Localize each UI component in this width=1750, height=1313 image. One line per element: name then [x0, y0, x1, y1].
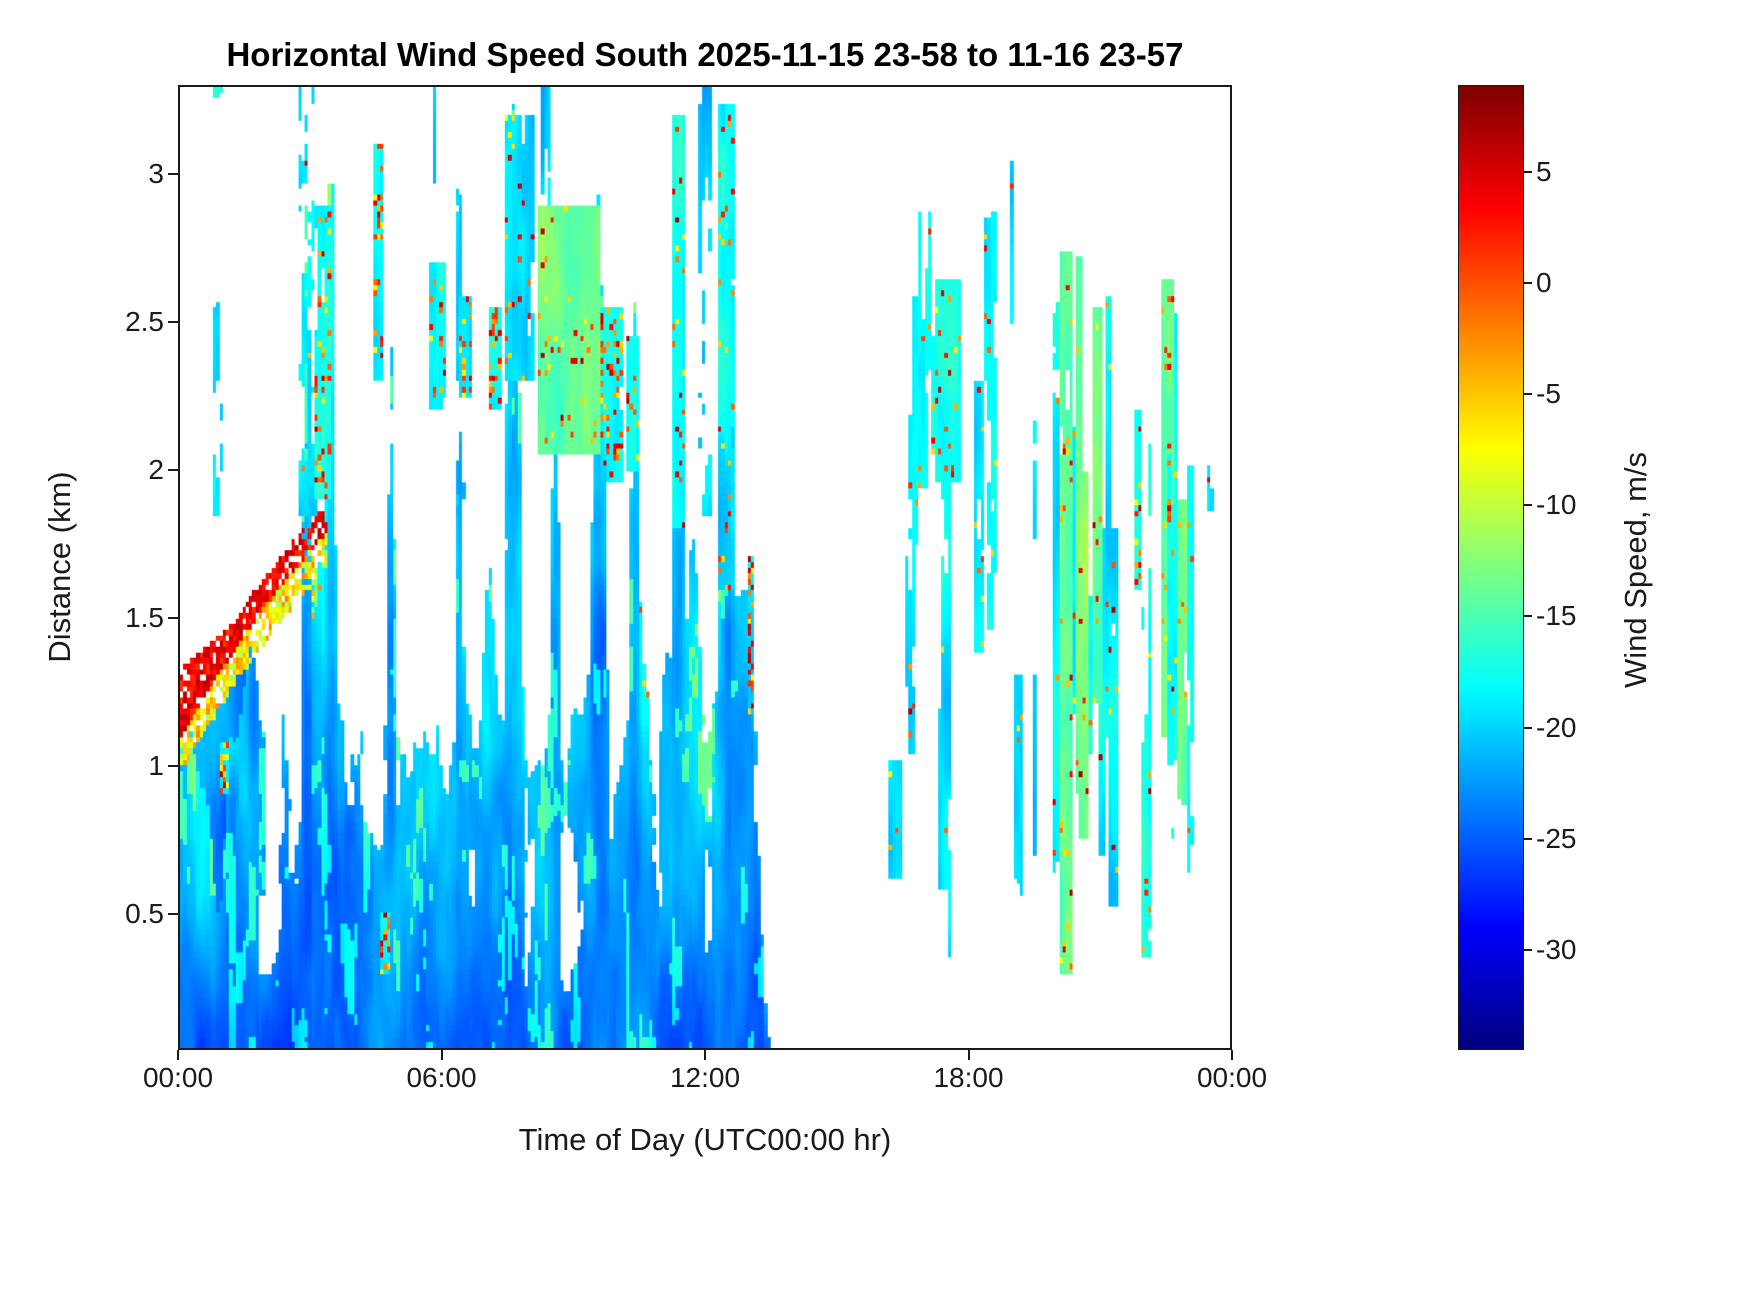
colorbar-tick-label: -10	[1536, 489, 1577, 521]
x-tick-mark	[177, 1050, 179, 1060]
x-tick-label: 00:00	[1196, 1062, 1268, 1093]
chart-title: Horizontal Wind Speed South 2025-11-15 2…	[226, 36, 1184, 73]
colorbar-tick-label: -30	[1536, 933, 1577, 965]
x-tick-mark	[440, 1050, 443, 1060]
colorbar-tick-label: -20	[1536, 711, 1577, 743]
y-tick-label: 2.5	[125, 305, 164, 337]
colorbar-tick-label: -25	[1536, 822, 1577, 854]
x-axis-label: Time of Day (UTC00:00 hr)	[518, 1122, 892, 1157]
x-tick-label: 00:00	[142, 1062, 214, 1093]
heatmap-canvas	[180, 87, 1230, 1048]
y-axis-label: Distance (km)	[42, 471, 77, 663]
y-tick-mark	[168, 912, 178, 915]
colorbar-tick-label: -5	[1536, 378, 1561, 410]
colorbar-tick-mark	[1524, 281, 1532, 284]
y-tick-mark	[168, 616, 178, 619]
y-tick-label: 1	[148, 749, 164, 781]
y-tick-label: 2	[148, 453, 164, 485]
x-tick-label: 18:00	[933, 1062, 1004, 1093]
colorbar-tick-label: -15	[1536, 600, 1577, 632]
colorbar-tick-mark	[1524, 726, 1532, 729]
y-tick-mark	[168, 320, 178, 323]
colorbar-label: Wind Speed, m/s	[1618, 451, 1653, 689]
colorbar-tick-mark	[1524, 393, 1532, 396]
y-tick-label: 0.5	[125, 897, 164, 929]
colorbar	[1458, 85, 1524, 1050]
colorbar-tick-mark	[1524, 504, 1532, 507]
y-tick-mark	[168, 764, 178, 767]
y-tick-mark	[168, 468, 178, 471]
colorbar-tick-label: 5	[1536, 155, 1552, 187]
colorbar-tick-mark	[1524, 615, 1532, 618]
x-tick-mark	[704, 1050, 706, 1060]
x-tick-label: 06:00	[406, 1062, 477, 1093]
colorbar-tick-mark	[1524, 948, 1532, 951]
y-tick-label: 1.5	[125, 601, 164, 633]
colorbar-tick-mark	[1524, 170, 1532, 173]
y-tick-mark	[168, 172, 178, 175]
colorbar-tick-label: 0	[1536, 266, 1552, 298]
y-tick-label: 3	[148, 157, 164, 189]
colorbar-tick-mark	[1524, 837, 1532, 840]
x-tick-label: 12:00	[669, 1062, 741, 1093]
x-tick-mark	[1231, 1050, 1233, 1060]
x-tick-mark	[967, 1050, 970, 1060]
colorbar-canvas	[1459, 86, 1523, 1049]
plot-area	[178, 85, 1232, 1050]
